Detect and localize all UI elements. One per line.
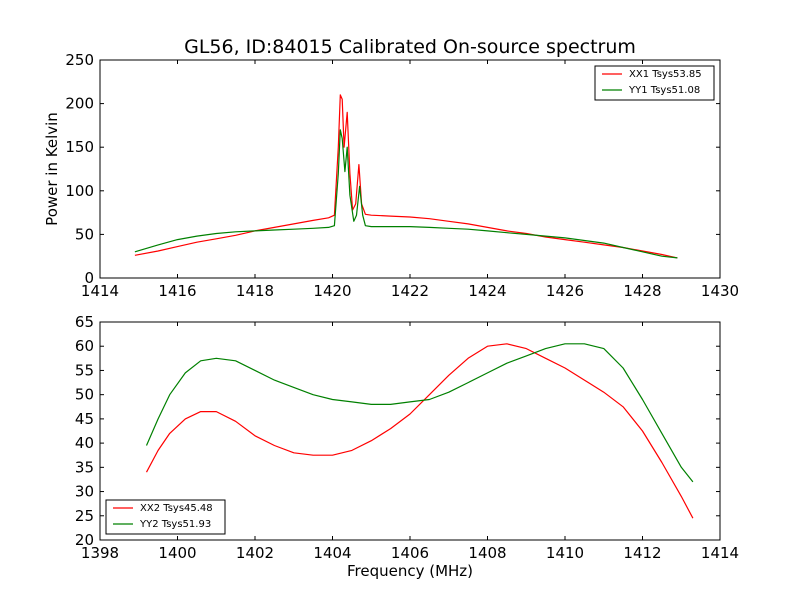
x-tick-label: 1428 [623,282,661,300]
x-tick-label: 1406 [391,544,429,562]
x-tick-label: 1404 [313,544,351,562]
x-tick-label: 1426 [546,282,584,300]
y-tick-label: 0 [84,269,94,287]
x-tick-label: 1430 [701,282,739,300]
x-axis-label: Frequency (MHz) [347,562,473,580]
x-tick-label: 1412 [623,544,661,562]
y-tick-label: 25 [75,507,94,525]
top-panel: 1414 1416 1418 1420 1422 1424 1426 1428 1430 0 50 1… [65,51,739,300]
x-tick-label: 1414 [701,544,739,562]
y-tick-label: 250 [65,51,94,69]
legend-label-xx1: XX1 Tsys53.85 [629,69,702,80]
x-tick-label: 1400 [158,544,196,562]
series-line-1-1 [134,94,678,259]
y-tick-label: 65 [75,313,94,331]
y-tick-label: 50 [75,225,94,243]
y-tick-label: 100 [65,182,94,200]
bottom-panel: 1398 1400 1402 1404 1406 1408 1410 1412 1414 20 25… [75,313,739,562]
y-axis-label: Power in Kelvin [43,112,61,226]
x-tick-label: 1402 [236,544,274,562]
y-tick-label: 55 [75,361,94,379]
x-tick-label: 1420 [313,282,351,300]
y-tick-label: 40 [75,434,94,452]
x-tick-label: 1424 [468,282,506,300]
y-tick-label: 45 [75,410,94,428]
legend: XX1 Tsys53.85 YY1 Tsys51.08 [594,65,715,101]
legend: XX2 Tsys45.48 YY2 Tsys51.93 [105,499,226,535]
legend-label-xx2: XX2 Tsys45.48 [140,503,213,514]
series-line-2-2 [145,343,694,483]
y-tick-label: 20 [75,531,94,549]
legend-label-yy2: YY2 Tsys51.93 [139,519,211,530]
x-tick-label: 1416 [158,282,196,300]
y-tick-label: 60 [75,337,94,355]
chart-title: GL56, ID:84015 Calibrated On-source spec… [184,36,636,58]
y-tick-label: 200 [65,95,94,113]
x-tick-label: 1398 [81,544,119,562]
x-tick-label: 1410 [546,544,584,562]
series-line-1-2 [134,129,678,259]
y-tick-label: 35 [75,458,94,476]
y-tick-label: 150 [65,138,94,156]
y-tick-label: 30 [75,483,94,501]
x-tick-label: 1408 [468,544,506,562]
series-line-2-1 [145,343,694,519]
x-tick-label: 1414 [81,282,119,300]
x-tick-label: 1422 [391,282,429,300]
x-tick-label: 1418 [236,282,274,300]
legend-label-yy1: YY1 Tsys51.08 [628,85,700,96]
y-tick-label: 50 [75,386,94,404]
